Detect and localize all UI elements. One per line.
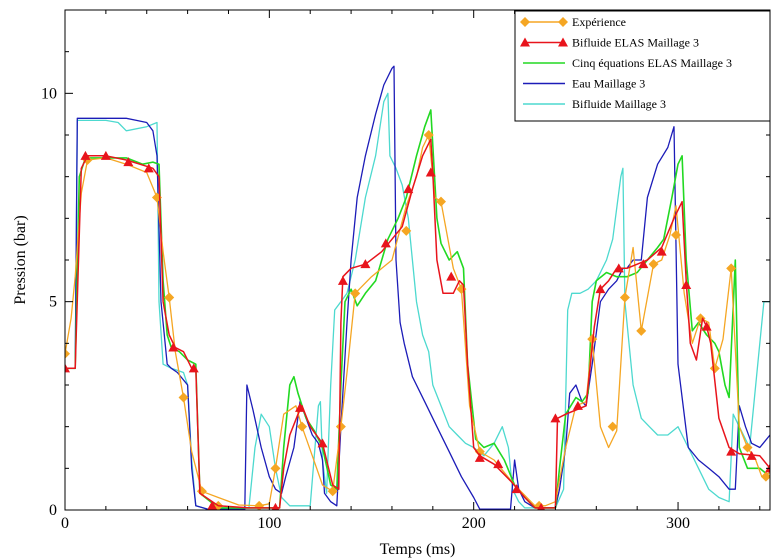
- data-point: [537, 502, 546, 510]
- series-line-3: [65, 65, 770, 510]
- data-point: [100, 150, 111, 160]
- data-point: [423, 130, 434, 140]
- legend-marker: [558, 17, 568, 27]
- data-point: [164, 292, 175, 303]
- data-point: [297, 421, 308, 432]
- data-point: [425, 167, 436, 177]
- y-tick-label: 10: [41, 85, 57, 102]
- x-tick-label: 100: [257, 515, 281, 532]
- data-point: [335, 421, 346, 432]
- data-point: [607, 421, 618, 432]
- data-point: [474, 446, 485, 457]
- legend-marker: [558, 37, 568, 47]
- data-point: [446, 271, 457, 281]
- legend-label: Bifluide ELAS Maillage 3: [572, 36, 699, 50]
- data-point: [254, 500, 265, 510]
- series-line-4: [65, 92, 770, 510]
- data-point: [401, 225, 412, 236]
- data-point: [746, 450, 757, 460]
- series-line-1: [65, 138, 770, 509]
- data-point: [188, 363, 199, 373]
- data-point: [295, 402, 305, 412]
- series-4: [65, 92, 770, 510]
- data-point: [550, 413, 561, 423]
- series-line-0: [65, 134, 770, 507]
- data-point: [350, 288, 361, 299]
- y-axis-label: Pression (bar): [12, 215, 29, 304]
- data-point: [726, 446, 737, 456]
- series-3: [65, 65, 770, 510]
- data-point: [493, 459, 504, 469]
- data-point: [360, 259, 371, 269]
- data-point: [671, 230, 681, 240]
- legend-box: [514, 10, 771, 122]
- data-point: [619, 292, 630, 303]
- data-point: [403, 184, 414, 194]
- data-point: [65, 363, 70, 373]
- legend-label: Cinq équations ELAS Maillage 3: [572, 56, 732, 70]
- data-point: [648, 259, 659, 270]
- x-tick-label: 0: [61, 515, 69, 532]
- series-0: [65, 130, 770, 510]
- legend-item: Eau Maillage 3: [523, 77, 645, 91]
- data-point: [271, 502, 280, 510]
- data-point: [656, 246, 667, 256]
- data-point: [726, 263, 737, 274]
- data-point: [436, 196, 446, 207]
- series-line-2: [65, 109, 770, 509]
- data-point: [327, 486, 338, 497]
- x-axis-label: Temps (ms): [380, 541, 456, 558]
- data-point: [123, 157, 134, 167]
- data-point: [380, 238, 391, 248]
- legend-item: Expérience: [520, 15, 626, 29]
- data-point: [572, 400, 583, 410]
- data-point: [270, 463, 281, 474]
- data-point: [613, 263, 624, 273]
- data-point: [474, 452, 485, 462]
- data-point: [317, 438, 328, 448]
- data-point: [709, 363, 720, 374]
- data-point: [168, 342, 179, 352]
- x-tick-label: 200: [462, 515, 486, 532]
- data-point: [742, 442, 753, 453]
- data-point: [701, 321, 712, 331]
- legend-item: Cinq équations ELAS Maillage 3: [523, 56, 732, 70]
- data-point: [587, 334, 598, 345]
- y-tick-label: 0: [49, 502, 57, 519]
- series-1: [65, 138, 770, 510]
- legend-marker: [520, 37, 530, 47]
- legend-marker: [520, 17, 530, 27]
- legend-label: Expérience: [572, 15, 626, 29]
- data-point: [681, 280, 692, 289]
- data-point: [143, 163, 154, 173]
- data-point: [760, 471, 770, 482]
- legend: Expérience Bifluide ELAS Maillage 3 Cinq é…: [514, 10, 771, 122]
- legend-item: Bifluide Maillage 3: [523, 97, 666, 111]
- data-point: [636, 325, 647, 336]
- legend-label: Eau Maillage 3: [572, 77, 645, 91]
- y-tick-label: 5: [49, 294, 57, 311]
- data-point: [511, 484, 522, 494]
- x-tick-label: 300: [666, 515, 690, 532]
- legend-label: Bifluide Maillage 3: [572, 97, 666, 111]
- data-point: [638, 259, 649, 269]
- data-point: [178, 392, 189, 403]
- data-point: [207, 500, 218, 510]
- series-2: [65, 109, 770, 509]
- legend-item: Bifluide ELAS Maillage 3: [520, 36, 699, 50]
- data-point: [337, 275, 348, 285]
- ticks-layer: 0 100 200 300 0 5 10: [41, 10, 770, 532]
- data-point: [595, 284, 606, 294]
- data-point: [65, 348, 70, 359]
- series-layer: [65, 65, 770, 510]
- data-point: [80, 150, 91, 160]
